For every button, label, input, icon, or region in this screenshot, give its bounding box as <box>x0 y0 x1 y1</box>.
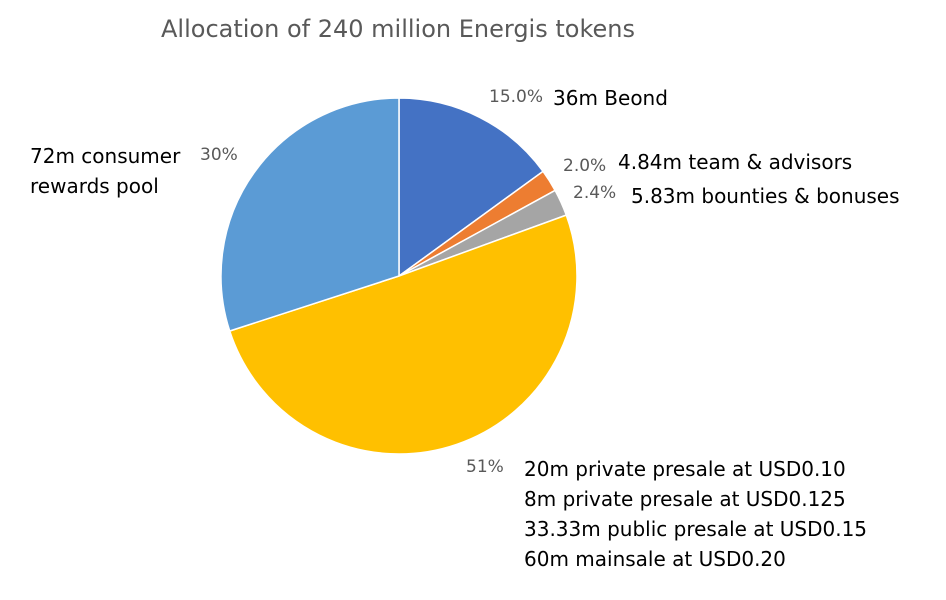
category-label-line: 60m mainsale at USD0.20 <box>524 547 786 571</box>
percent-label-bounties: 2.4% <box>573 183 617 203</box>
category-label-line: 5.83m bounties & bonuses <box>631 184 900 208</box>
pie-slice-consumer <box>220 97 400 332</box>
category-label-line: 33.33m public presale at USD0.15 <box>524 517 868 541</box>
pie-slice-beond <box>398 97 545 278</box>
category-label-line: 72m consumer <box>30 144 181 168</box>
category-label-line: 36m Beond <box>553 86 668 110</box>
chart-title: Allocation of 240 million Energis tokens <box>161 15 635 43</box>
percent-label-consumer: 30% <box>200 145 238 165</box>
category-label-consumer: 72m consumer rewards pool <box>30 141 180 201</box>
category-label-bounties: 5.83m bounties & bonuses <box>631 181 900 211</box>
category-label-line: 20m private presale at USD0.10 <box>524 457 846 481</box>
category-label-line: rewards pool <box>30 174 159 198</box>
category-label-line: 8m private presale at USD0.125 <box>524 487 846 511</box>
percent-label-sales: 51% <box>466 457 504 477</box>
category-label-beond: 36m Beond <box>553 83 668 113</box>
category-label-team: 4.84m team & advisors <box>618 147 852 177</box>
category-label-line: 4.84m team & advisors <box>618 150 853 174</box>
category-label-sales: 20m private presale at USD0.10 8m privat… <box>524 454 867 574</box>
percent-label-beond: 15.0% <box>489 87 544 107</box>
percent-label-team: 2.0% <box>563 156 607 176</box>
pie-slice-sales <box>228 214 578 455</box>
